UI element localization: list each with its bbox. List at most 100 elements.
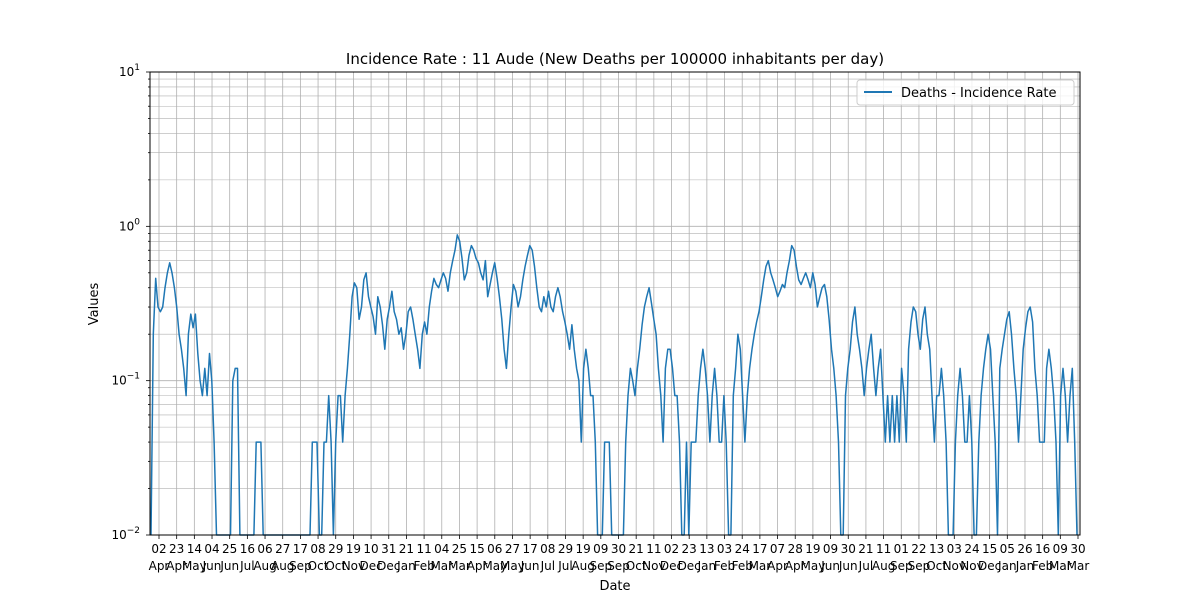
x-tick-month-label: Jul	[540, 559, 555, 573]
x-tick-month-label: Oct	[926, 559, 947, 573]
x-tick-month-label: Nov	[342, 559, 365, 573]
x-tick-month-label: Jun	[219, 559, 239, 573]
x-tick-day-label: 13	[929, 542, 944, 556]
x-tick-month-label: Mar	[1067, 559, 1090, 573]
x-tick-day-label: 21	[399, 542, 414, 556]
x-tick-month-label: Mar	[749, 559, 772, 573]
x-tick-day-label: 15	[982, 542, 997, 556]
x-tick-month-label: Jul	[239, 559, 254, 573]
x-tick-month-label: Feb	[413, 559, 434, 573]
x-tick-day-label: 24	[735, 542, 750, 556]
x-tick-day-label: 23	[169, 542, 184, 556]
x-tick-day-label: 19	[576, 542, 591, 556]
x-tick-day-label: 17	[293, 542, 308, 556]
legend-series-label: Deaths - Incidence Rate	[901, 86, 1056, 101]
plot-frame	[149, 71, 1081, 536]
x-tick-day-label: 29	[558, 542, 573, 556]
x-tick-day-label: 29	[328, 542, 343, 556]
x-tick-month-label: Aug	[571, 559, 594, 573]
x-tick-month-label: Mar	[430, 559, 453, 573]
x-tick-month-label: Jun	[838, 559, 858, 573]
x-tick-month-label: Sep	[607, 559, 630, 573]
x-tick-day-label: 24	[964, 542, 979, 556]
x-tick-day-label: 17	[522, 542, 537, 556]
x-tick-month-label: Dec	[377, 559, 400, 573]
x-tick-day-label: 06	[257, 542, 272, 556]
x-tick-day-label: 03	[717, 542, 732, 556]
x-tick-day-label: 11	[876, 542, 891, 556]
grid-lines	[150, 72, 1080, 536]
x-tick-day-label: 06	[487, 542, 502, 556]
x-tick-month-label: Dec	[660, 559, 683, 573]
x-tick-month-label: Feb	[732, 559, 753, 573]
x-tick-day-label: 26	[1017, 542, 1032, 556]
x-tick-month-label: Feb	[1032, 559, 1053, 573]
axis-ticks: 10−210−110010102Apr23Apr14May04Jun25Jun1…	[111, 63, 1089, 573]
x-tick-month-label: Jul	[557, 559, 572, 573]
legend-box	[856, 79, 1075, 106]
x-tick-month-label: Dec	[678, 559, 701, 573]
x-tick-day-label: 23	[682, 542, 697, 556]
x-tick-day-label: 10	[363, 542, 378, 556]
x-tick-day-label: 02	[151, 542, 166, 556]
x-tick-day-label: 08	[540, 542, 555, 556]
y-tick-label: 101	[119, 63, 140, 79]
x-tick-day-label: 28	[788, 542, 803, 556]
x-tick-month-label: Aug	[271, 559, 294, 573]
x-tick-month-label: Jul	[858, 559, 873, 573]
x-tick-day-label: 30	[611, 542, 626, 556]
x-tick-month-label: May	[800, 559, 825, 573]
x-tick-day-label: 27	[275, 542, 290, 556]
x-tick-month-label: Jan	[1015, 559, 1035, 573]
x-tick-day-label: 30	[841, 542, 856, 556]
x-tick-month-label: Oct	[325, 559, 346, 573]
x-tick-day-label: 09	[1053, 542, 1068, 556]
x-tick-month-label: Sep	[890, 559, 913, 573]
x-tick-month-label: May	[182, 559, 207, 573]
x-tick-day-label: 16	[240, 542, 255, 556]
x-tick-day-label: 08	[310, 542, 325, 556]
x-tick-month-label: Apr	[149, 559, 170, 573]
legend: Deaths - Incidence Rate	[856, 79, 1075, 106]
x-tick-month-label: Jan	[997, 559, 1017, 573]
x-tick-day-label: 13	[699, 542, 714, 556]
x-tick-day-label: 21	[629, 542, 644, 556]
x-tick-day-label: 25	[452, 542, 467, 556]
x-tick-day-label: 17	[752, 542, 767, 556]
x-tick-month-label: Jun	[820, 559, 840, 573]
y-tick-label: 10−2	[111, 526, 140, 542]
x-tick-month-label: Nov	[943, 559, 966, 573]
x-tick-day-label: 11	[646, 542, 661, 556]
y-tick-label: 100	[119, 217, 140, 233]
x-tick-month-label: Oct	[308, 559, 329, 573]
x-tick-month-label: Apr	[767, 559, 788, 573]
x-tick-day-label: 11	[416, 542, 431, 556]
x-tick-day-label: 15	[469, 542, 484, 556]
x-tick-month-label: Jun	[520, 559, 540, 573]
x-tick-day-label: 09	[823, 542, 838, 556]
x-axis-label: Date	[599, 579, 630, 594]
x-tick-month-label: Apr	[785, 559, 806, 573]
x-tick-month-label: Dec	[359, 559, 382, 573]
y-tick-label: 10−1	[111, 372, 140, 388]
x-tick-day-label: 09	[593, 542, 608, 556]
x-tick-month-label: Oct	[626, 559, 647, 573]
x-tick-month-label: Mar	[448, 559, 471, 573]
x-tick-day-label: 04	[434, 542, 449, 556]
x-tick-day-label: 05	[1000, 542, 1015, 556]
x-tick-month-label: Mar	[1049, 559, 1072, 573]
chart-title: Incidence Rate : 11 Aude (New Deaths per…	[346, 50, 884, 68]
x-tick-month-label: Dec	[978, 559, 1001, 573]
x-tick-day-label: 03	[947, 542, 962, 556]
x-tick-month-label: Nov	[642, 559, 665, 573]
x-tick-day-label: 30	[1070, 542, 1085, 556]
x-tick-day-label: 21	[858, 542, 873, 556]
y-axis-label: Values	[87, 283, 102, 326]
x-tick-month-label: Sep	[908, 559, 931, 573]
x-tick-month-label: May	[482, 559, 507, 573]
x-tick-day-label: 19	[805, 542, 820, 556]
x-tick-day-label: 16	[1035, 542, 1050, 556]
x-tick-month-label: Aug	[253, 559, 276, 573]
x-tick-day-label: 14	[187, 542, 202, 556]
